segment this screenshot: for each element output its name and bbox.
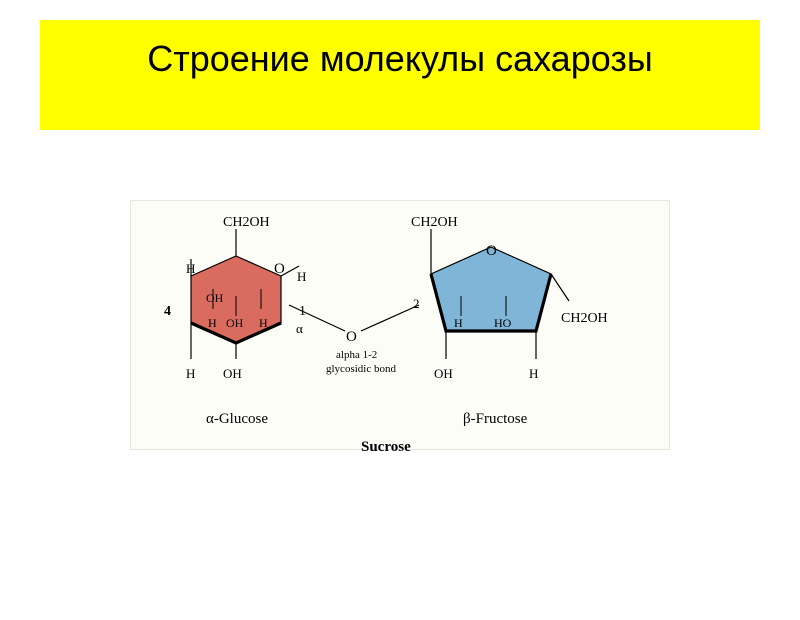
glucose-OH-ti: OH xyxy=(206,291,223,306)
glucose-label: α-Glucose xyxy=(206,411,268,428)
glucose-H-mr: H xyxy=(259,316,268,331)
page-title: Строение молекулы сахарозы xyxy=(147,38,652,79)
glucose-OH-ml: OH xyxy=(226,316,243,331)
fructose-OH-bl: OH xyxy=(434,366,453,382)
fructose-pos2: 2 xyxy=(413,296,420,312)
glucose-ch2oh: CH2OH xyxy=(223,215,270,231)
bond-text-2: glycosidic bond xyxy=(326,363,396,375)
bridge-line-2 xyxy=(361,305,419,331)
fructose-label: β-Fructose xyxy=(463,411,527,428)
glucose-H-tr: H xyxy=(297,269,306,285)
glucose-H-b1: H xyxy=(186,366,195,382)
glucose-pos4: 4 xyxy=(164,304,171,320)
glucose-OH-b2: OH xyxy=(223,366,242,382)
sucrose-label: Sucrose xyxy=(361,439,411,456)
fructose-ring-O: O xyxy=(486,243,497,260)
bridge-O: O xyxy=(346,329,357,346)
sucrose-diagram: CH2OH O 4 1 α H H H OH H OH H OH α-Gluco… xyxy=(130,200,670,450)
bond-text-1: alpha 1-2 xyxy=(336,349,377,361)
fructose-ch2oh-top: CH2OH xyxy=(411,215,458,231)
bond xyxy=(551,274,569,301)
fructose-ch2oh-right: CH2OH xyxy=(561,311,608,327)
fructose-H-br: H xyxy=(529,366,538,382)
glucose-pos1: 1 xyxy=(299,304,306,320)
fructose-H-ml: H xyxy=(454,316,463,331)
fructose-HO-mr: HO xyxy=(494,316,511,331)
glucose-H-ml: H xyxy=(208,316,217,331)
glucose-ring-O: O xyxy=(274,261,285,278)
glucose-alpha: α xyxy=(296,321,303,337)
title-bar: Строение молекулы сахарозы xyxy=(40,20,760,130)
glucose-H-tl: H xyxy=(186,261,195,277)
